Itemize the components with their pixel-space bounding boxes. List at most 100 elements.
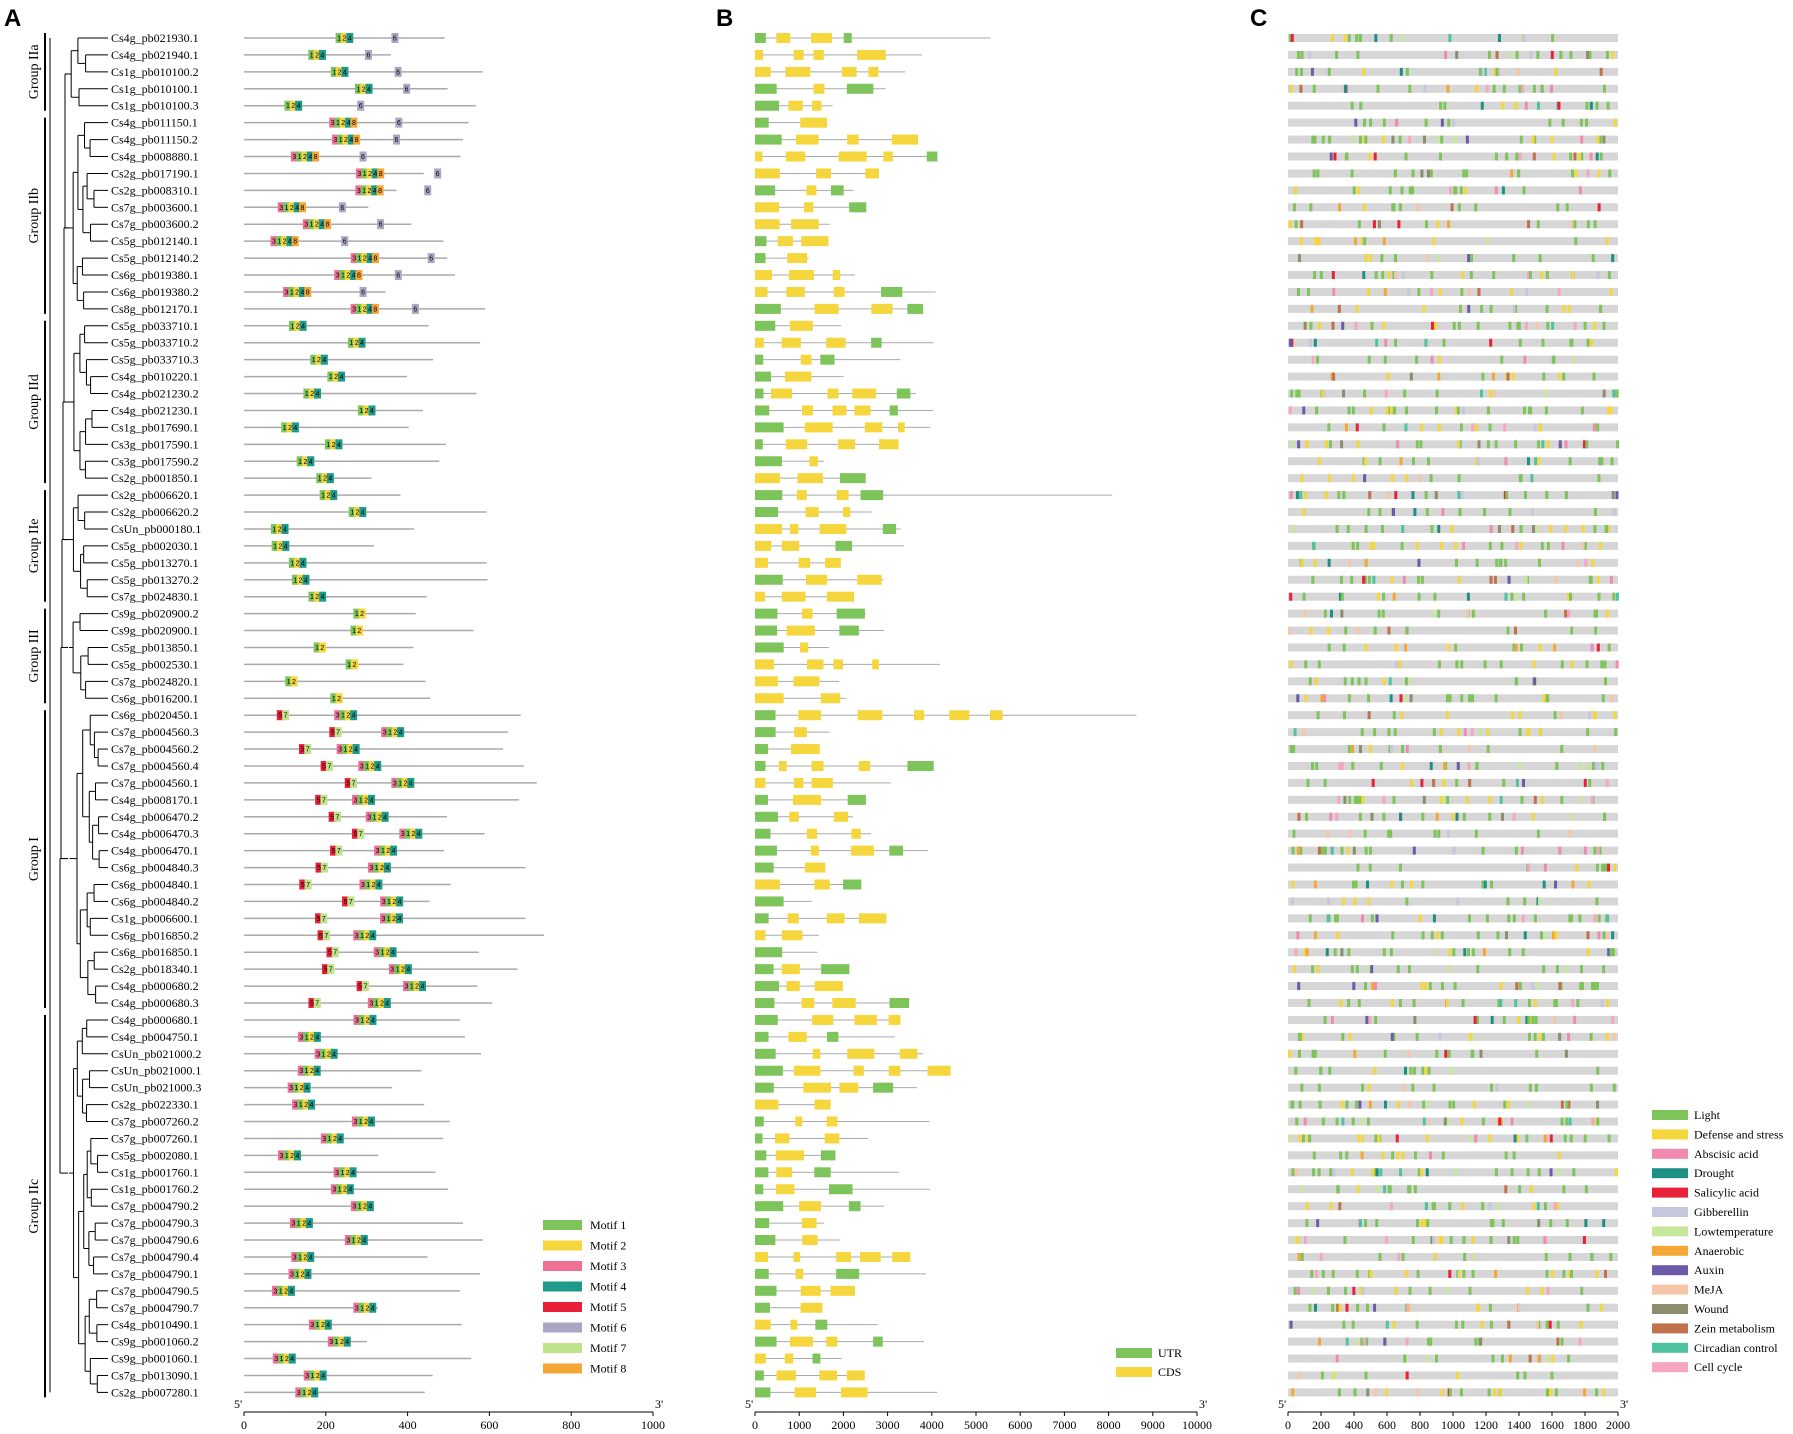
cis-element [1352, 135, 1356, 144]
motif-number: 2 [352, 662, 356, 669]
cis-element [1565, 1117, 1569, 1126]
motif-box-4 [298, 286, 306, 297]
motif-box-8 [350, 117, 358, 128]
cis-element [1496, 931, 1500, 940]
cis-element [1583, 541, 1587, 550]
cis-element [1392, 795, 1396, 804]
cis-element [1321, 1117, 1325, 1126]
cis-element [1426, 1100, 1430, 1109]
motif-box-1 [319, 490, 327, 501]
cis-element [1560, 745, 1564, 754]
motif-number: 2 [295, 289, 299, 296]
utr-block [755, 1048, 776, 1059]
cds-block [789, 523, 799, 534]
cis-element [1540, 84, 1544, 93]
tick-label: 9000 [1141, 1418, 1165, 1432]
motif-box-3 [350, 303, 358, 314]
cis-element [1553, 1202, 1557, 1211]
motif-box-3 [330, 1184, 338, 1195]
cis-element [1374, 982, 1378, 991]
cis-element [1452, 846, 1456, 855]
promoter-bar [1288, 711, 1618, 720]
cis-element [1576, 558, 1580, 567]
cis-element [1369, 541, 1373, 550]
cis-element [1574, 169, 1578, 178]
cds-block [785, 371, 812, 382]
motif-number: 4 [315, 1034, 319, 1041]
cis-element [1334, 914, 1338, 923]
cis-element [1554, 67, 1558, 76]
cis-element [1335, 524, 1339, 533]
utr-block [881, 286, 903, 297]
cis-element [1529, 1015, 1533, 1024]
cis-element [1486, 237, 1490, 246]
utr-block [755, 185, 776, 196]
group-label: Group IId [27, 374, 42, 430]
motif-box-3 [308, 1319, 316, 1330]
cis-element [1523, 491, 1527, 500]
cis-element [1512, 1236, 1516, 1245]
cis-element [1453, 982, 1457, 991]
motif-box-1 [371, 811, 379, 822]
cis-element [1328, 474, 1332, 483]
cis-element [1355, 1269, 1359, 1278]
axis-end-label: 5' [745, 1397, 753, 1411]
cis-element [1545, 1320, 1549, 1329]
utr-block [755, 507, 779, 518]
motif-box-1 [271, 540, 279, 551]
cis-element [1564, 609, 1568, 618]
cis-element [1389, 1202, 1393, 1211]
cis-element [1553, 643, 1557, 652]
cis-element [1330, 846, 1334, 855]
motif-box-2 [361, 303, 369, 314]
motif-box-1 [283, 1150, 291, 1161]
cis-element [1602, 389, 1606, 398]
cis-element [1408, 677, 1412, 686]
cis-element [1340, 592, 1344, 601]
cis-element [1353, 1049, 1357, 1058]
motif-box-1 [379, 845, 387, 856]
cis-element [1366, 1117, 1370, 1126]
motif-box-4 [404, 964, 412, 975]
motif-number: 7 [336, 730, 340, 737]
motif-box-6 [359, 151, 367, 162]
motif-number: 8 [301, 205, 305, 212]
legend-label: Motif 2 [590, 1239, 626, 1253]
gene-label: Cs9g_pb001060.2 [111, 1335, 199, 1349]
cis-element [1572, 355, 1576, 364]
motif-box-5 [351, 828, 359, 839]
motif-box-2 [301, 1251, 309, 1262]
cds-block [806, 185, 817, 196]
cis-element [1506, 626, 1510, 635]
cis-element [1289, 220, 1293, 229]
cis-element [1531, 982, 1535, 991]
motif-box-1 [293, 1268, 301, 1279]
motif-box-2 [342, 134, 350, 145]
cis-element [1517, 1303, 1521, 1312]
cis-element [1615, 592, 1619, 601]
cis-element [1567, 1032, 1571, 1041]
motif-box-1 [283, 202, 291, 213]
motif-box-8 [372, 253, 380, 264]
cds-block [826, 913, 845, 924]
legend-swatch [543, 1302, 582, 1312]
motif-number: 2 [367, 188, 371, 195]
motif-box-5 [329, 727, 337, 738]
motif-number: 4 [368, 306, 372, 313]
cis-element [1593, 524, 1597, 533]
motif-number: 4 [309, 459, 313, 466]
cis-element [1445, 999, 1449, 1008]
cis-element [1342, 1320, 1346, 1329]
motif-number: 8 [373, 306, 377, 313]
cis-element [1347, 948, 1351, 957]
cis-element [1447, 1117, 1451, 1126]
cis-element [1330, 34, 1334, 42]
cis-element [1358, 795, 1362, 804]
motif-box-8 [324, 219, 332, 230]
cis-element [1457, 491, 1461, 500]
motif-number: 3 [294, 1102, 298, 1109]
cis-element [1476, 457, 1480, 466]
motif-box-1 [373, 998, 381, 1009]
cis-element [1320, 694, 1324, 703]
cis-element [1596, 1066, 1600, 1075]
